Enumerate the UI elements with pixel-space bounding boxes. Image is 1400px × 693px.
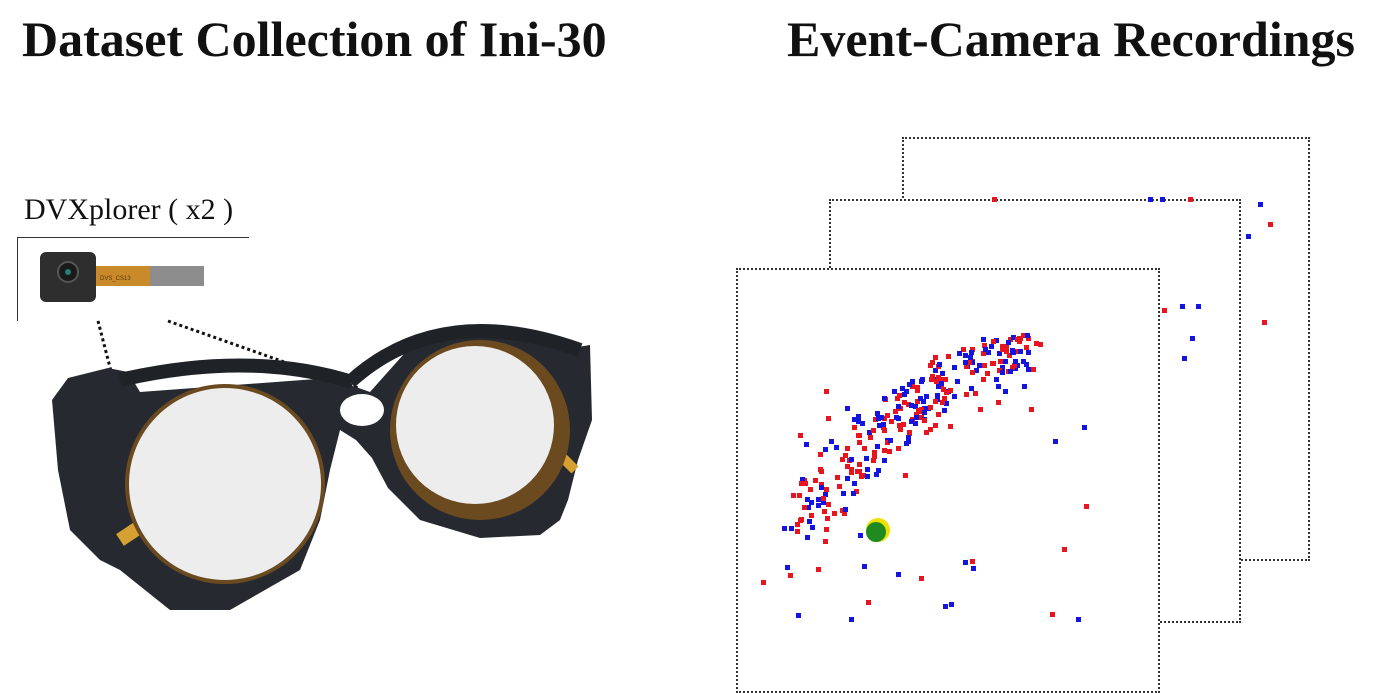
left-lens [129, 388, 321, 580]
dataset-collection-title: Dataset Collection of Ini-30 [22, 11, 607, 67]
dvxplorer-sensor-icon: DVS_CS13 [40, 252, 204, 302]
event-camera-recordings-title: Event-Camera Recordings [787, 11, 1355, 67]
sensor-label: DVXplorer ( x2 ) [24, 193, 234, 226]
glasses-illustration: DVS_CS13 [40, 252, 592, 610]
svg-text:DVS_CS13: DVS_CS13 [100, 276, 131, 282]
event-frame-front [736, 268, 1160, 693]
sensor-callout-box [17, 237, 249, 321]
eye-tracking-glasses [52, 324, 592, 610]
right-lens [396, 346, 554, 504]
callout-line-left [96, 320, 114, 376]
